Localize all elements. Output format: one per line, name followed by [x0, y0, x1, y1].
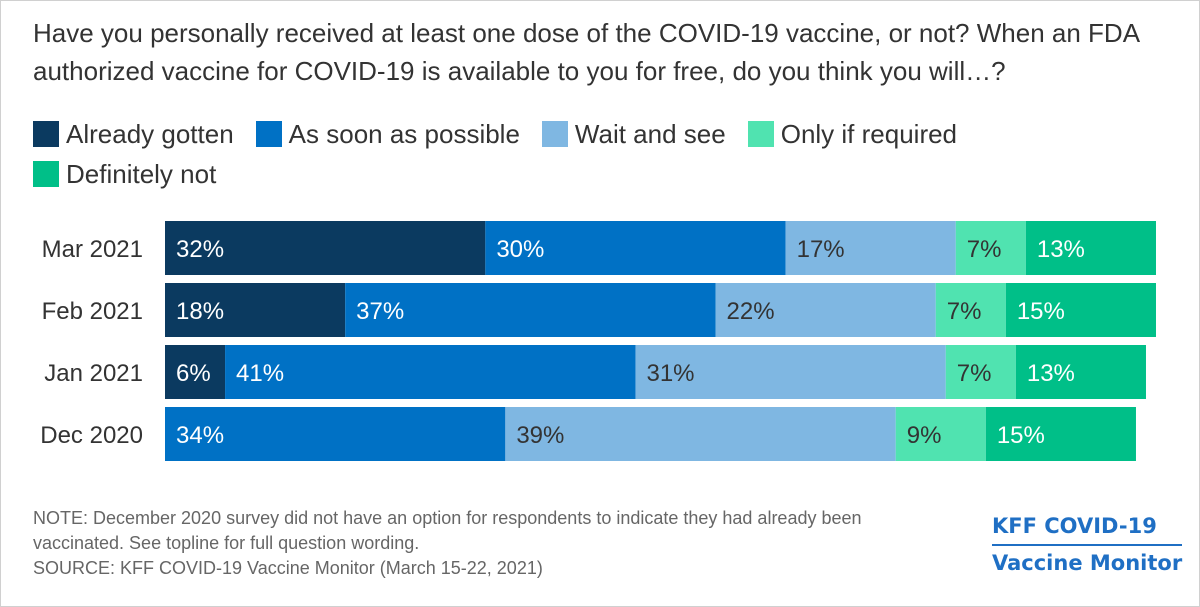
note-text: NOTE: December 2020 survey did not have …	[33, 508, 862, 553]
bar-segment	[895, 407, 986, 461]
legend: Already gotten As soon as possible Wait an…	[33, 118, 1033, 190]
data-label: 37%	[356, 298, 404, 325]
bar-segment	[505, 407, 896, 461]
data-label: 7%	[947, 298, 982, 325]
bar-segment	[165, 221, 486, 275]
bar-segment	[165, 283, 346, 337]
kff-logo: KFF COVID-19 Vaccine Monitor	[992, 512, 1183, 577]
bar-segment	[485, 221, 786, 275]
bar-segment	[1005, 283, 1156, 337]
data-label: 13%	[1037, 236, 1085, 263]
data-label: 7%	[957, 360, 992, 387]
data-label: 7%	[967, 236, 1002, 263]
bar-segment	[1025, 221, 1156, 275]
legend-item: As soon as possible	[255, 118, 520, 150]
data-label: 32%	[176, 236, 224, 263]
bar-segment	[945, 345, 1016, 399]
data-label: 9%	[907, 422, 942, 449]
bar-segment	[635, 345, 946, 399]
source-text: SOURCE: KFF COVID-19 Vaccine Monitor (Ma…	[33, 558, 543, 578]
data-label: 6%	[176, 360, 211, 387]
legend-item: Already gotten	[33, 118, 234, 150]
bar-segment	[955, 221, 1026, 275]
category-label: Mar 2021	[42, 236, 143, 263]
legend-label: As soon as possible	[288, 118, 520, 149]
logo-line-2: Vaccine Monitor	[992, 544, 1183, 577]
bar-segment	[225, 345, 636, 399]
legend-swatch	[255, 121, 282, 147]
bar-segment	[785, 221, 956, 275]
chart-title: Have you personally received at least on…	[33, 18, 1139, 86]
footnote: NOTE: December 2020 survey did not have …	[33, 506, 933, 581]
legend-label: Already gotten	[66, 118, 234, 149]
data-label: 41%	[236, 360, 284, 387]
legend-swatch	[541, 121, 568, 147]
legend-item: Wait and see	[541, 118, 726, 150]
data-label: 34%	[176, 422, 224, 449]
legend-swatch	[33, 121, 59, 147]
legend-swatch	[747, 121, 774, 147]
legend-label: Only if required	[780, 118, 958, 149]
bar-chart: Mar 2021 32% 30% 17% 7% 13% Feb 2021 18% 37% 22% 7…	[40, 221, 1156, 461]
bar-segment	[165, 407, 506, 461]
legend-label: Definitely not	[66, 158, 217, 189]
legend-item: Only if required	[747, 118, 958, 150]
category-label: Feb 2021	[42, 298, 143, 325]
bar-segment	[715, 283, 936, 337]
legend-swatch	[33, 161, 59, 187]
data-label: 18%	[176, 298, 224, 325]
bar-segment	[1015, 345, 1146, 399]
legend-item: Definitely not	[33, 158, 216, 190]
data-label: 17%	[797, 236, 845, 263]
logo-line-1: KFF COVID-19	[992, 514, 1157, 538]
data-label: 22%	[727, 298, 775, 325]
data-label: 30%	[496, 236, 544, 263]
bar-segment	[985, 407, 1136, 461]
category-label: Dec 2020	[40, 422, 143, 449]
bar-segment	[935, 283, 1006, 337]
legend-label: Wait and see	[574, 118, 726, 149]
data-label: 13%	[1027, 360, 1075, 387]
category-label: Jan 2021	[44, 360, 143, 387]
bar-segment	[345, 283, 716, 337]
data-label: 15%	[997, 422, 1045, 449]
bar-segment	[165, 345, 226, 399]
data-label: 39%	[516, 422, 564, 449]
data-label: 15%	[1017, 298, 1065, 325]
data-label: 31%	[646, 360, 694, 387]
